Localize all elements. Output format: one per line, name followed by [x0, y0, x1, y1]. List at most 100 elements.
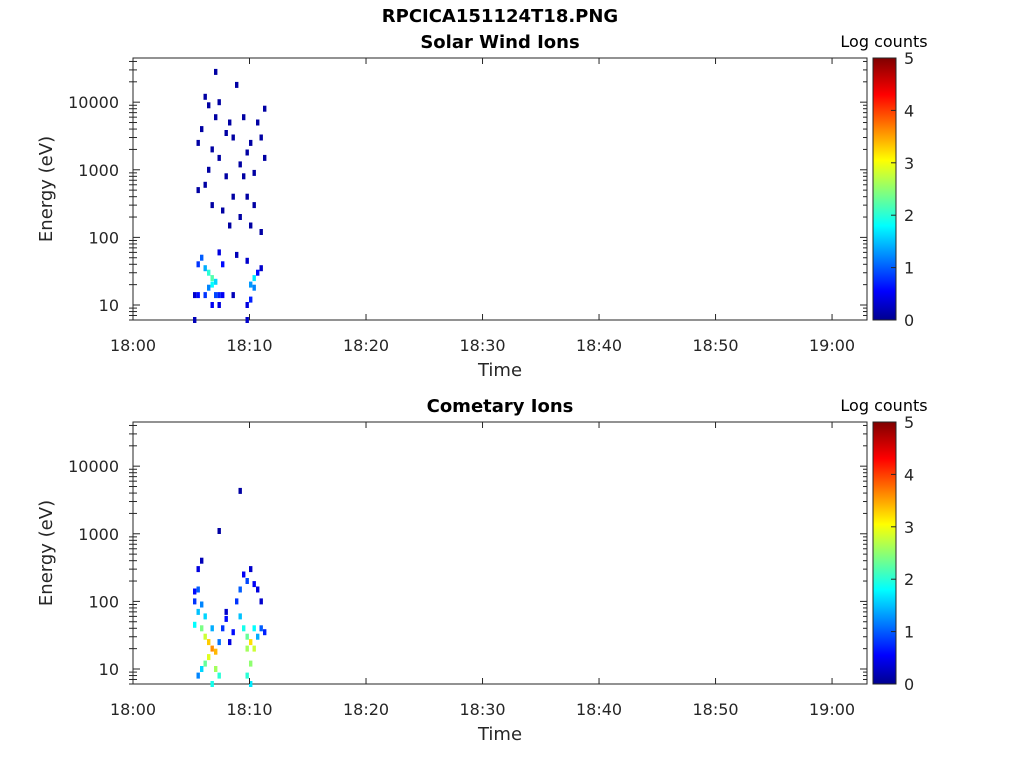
heatmap-cell	[242, 571, 246, 578]
heatmap-cell	[221, 625, 225, 632]
heatmap-cell	[259, 625, 263, 632]
heatmap-cell	[203, 613, 207, 620]
heatmap-cell	[200, 625, 204, 632]
colorbar-ticks: 0 1 2 3 4 5	[891, 49, 914, 330]
heatmap-cell	[210, 275, 214, 282]
heatmap-cell	[203, 660, 207, 667]
heatmap-cell	[235, 598, 239, 605]
heatmap-cell	[238, 487, 242, 494]
x-tick-label: 18:40	[576, 700, 622, 719]
heatmap-cell	[245, 633, 249, 640]
heatmap-cell	[256, 119, 260, 126]
heatmap-cell	[245, 302, 249, 308]
heatmap-cell	[210, 645, 214, 652]
heatmap-cell	[210, 281, 214, 288]
heatmap-cell	[231, 629, 235, 636]
heatmap-cell	[207, 269, 211, 276]
heatmap-cell	[242, 114, 246, 121]
heatmap-cell	[200, 557, 204, 564]
heatmap-cell	[217, 302, 221, 308]
heatmap-cell	[196, 672, 200, 679]
heatmap-cell	[217, 292, 221, 299]
plot-area	[132, 421, 868, 685]
colorbar-tick-label: 0	[904, 311, 914, 330]
heatmap-cell	[221, 261, 225, 268]
y-tick-label: 10	[99, 296, 119, 315]
heatmap-cell	[249, 681, 253, 687]
heatmap-cell	[221, 207, 225, 214]
heatmap-cell	[256, 586, 260, 593]
heatmap-cell	[238, 161, 242, 168]
heatmap-cell	[217, 99, 221, 106]
heatmap-cell	[217, 249, 221, 256]
heatmap-cell	[249, 222, 253, 229]
heatmap-cell	[203, 633, 207, 640]
heatmap-cell	[196, 586, 200, 593]
heatmap-cell	[256, 633, 260, 640]
heatmap-cell	[231, 193, 235, 200]
heatmap-cell	[196, 187, 200, 194]
heatmap-cell	[245, 672, 249, 679]
heatmap-cell	[259, 265, 263, 272]
heatmap-cell	[224, 608, 228, 615]
heatmap-cell	[249, 660, 253, 667]
heatmap-cell	[196, 292, 200, 299]
heatmap-cell	[214, 648, 218, 655]
heatmap-cell	[252, 169, 256, 176]
x-tick-label: 18:50	[692, 700, 738, 719]
heatmap-cell	[252, 275, 256, 282]
heatmap-cell	[200, 666, 204, 672]
heatmap-cell	[217, 154, 221, 161]
heatmap-cell	[252, 284, 256, 291]
heatmap-cell	[259, 598, 263, 605]
heatmap-cell	[224, 173, 228, 180]
colorbar-tick-label: 5	[904, 49, 914, 68]
heatmap-cell	[203, 292, 207, 299]
x-tick-label: 18:20	[343, 336, 389, 355]
heatmap-cell	[259, 134, 263, 141]
heatmap-cell	[224, 615, 228, 622]
heatmap-cell	[207, 166, 211, 173]
colorbar	[872, 421, 897, 685]
heatmap-cell	[203, 181, 207, 188]
heatmap-cell	[210, 146, 214, 153]
colorbar-tick-label: 1	[904, 259, 914, 278]
heatmap-cell	[249, 281, 253, 288]
heatmap-cell	[249, 296, 253, 303]
x-axis: 18:00 18:10 18:20 18:30 18:40 18:50 19:00	[110, 58, 855, 355]
x-tick-label: 18:50	[692, 336, 738, 355]
heatmap-cell	[245, 193, 249, 200]
heatmap-cell	[207, 654, 211, 661]
colorbar-label: Log counts	[840, 396, 927, 415]
y-axis: 10 100 1000 10000	[68, 60, 867, 321]
panel-solar-wind: Solar Wind Ions 18:00 18:10 18:20 18:30 18:4…	[36, 32, 928, 381]
x-axis: 18:00 18:10 18:20 18:30 18:40 18:50 19:00	[110, 422, 855, 719]
heatmap-cell	[214, 278, 218, 285]
colorbar-label: Log counts	[840, 32, 927, 51]
heatmap-cell	[210, 302, 214, 308]
heatmap-cell	[214, 68, 218, 75]
figure-title: RPCICA151124T18.PNG	[381, 6, 619, 27]
colorbar-tick-label: 2	[904, 206, 914, 225]
heatmap-cell	[238, 214, 242, 220]
colorbar-tick-label: 3	[904, 518, 914, 537]
heatmap-cell	[200, 126, 204, 133]
heatmap-cell	[207, 639, 211, 646]
heatmap-cell	[207, 284, 211, 291]
heatmap-cell	[221, 292, 225, 299]
heatmap-cell	[228, 639, 232, 646]
panel-title: Solar Wind Ions	[420, 32, 579, 53]
heatmap-cell	[245, 149, 249, 156]
heatmap-cell	[252, 202, 256, 209]
heatmap-cell	[249, 139, 253, 146]
heatmap-cell	[196, 139, 200, 146]
heatmap-cell	[217, 639, 221, 646]
heatmap-cell	[235, 251, 239, 258]
plot-area	[132, 57, 868, 321]
heatmap-cell	[203, 265, 207, 272]
heatmap-cell	[196, 608, 200, 615]
heatmap-cell	[245, 645, 249, 652]
heatmap-cell	[224, 130, 228, 136]
heatmap-cell	[252, 625, 256, 632]
y-tick-label: 1000	[78, 161, 119, 180]
